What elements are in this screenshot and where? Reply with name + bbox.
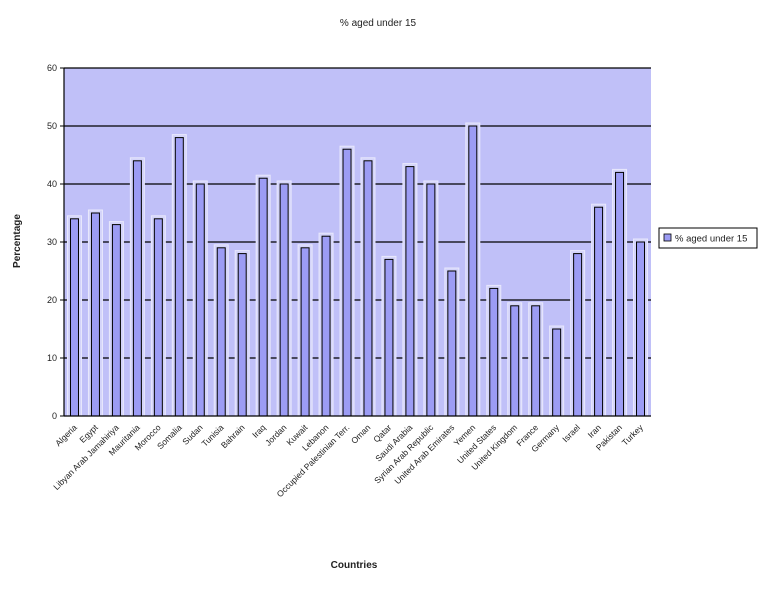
bar	[216, 247, 226, 417]
bar	[69, 218, 79, 417]
y-tick-label: 60	[47, 63, 57, 73]
legend: % aged under 15	[658, 227, 758, 249]
bar	[132, 160, 142, 417]
bar	[363, 160, 373, 417]
legend-box	[658, 227, 758, 249]
bar	[258, 177, 268, 417]
bar	[237, 253, 247, 417]
bar	[468, 125, 478, 417]
legend-swatch	[663, 233, 672, 242]
x-category-label: Bahrain	[219, 422, 247, 450]
bar	[594, 206, 604, 417]
x-category-label: Israel	[560, 422, 582, 444]
x-category-label: Algeria	[53, 422, 79, 448]
bar	[615, 171, 625, 417]
y-tick-label: 0	[52, 411, 57, 421]
x-category-label: Jordan	[263, 422, 289, 448]
bar	[300, 247, 310, 417]
bar	[510, 305, 520, 417]
bar	[384, 258, 394, 417]
y-tick-label: 20	[47, 295, 57, 305]
x-category-label: Turkey	[620, 422, 646, 448]
bar	[552, 328, 562, 417]
x-category-label: Iran	[586, 422, 604, 440]
y-axis-title: Percentage	[12, 214, 23, 268]
bar	[405, 166, 415, 417]
y-tick-label: 40	[47, 179, 57, 189]
bar	[90, 212, 100, 417]
x-axis-title: Countries	[331, 560, 378, 571]
bar	[342, 148, 352, 417]
bar	[279, 183, 289, 417]
y-axis-ticks: 0 10 20 30 40 50 60	[47, 63, 64, 421]
chart-title: % aged under 15	[340, 18, 417, 29]
bar	[447, 270, 457, 417]
bar	[321, 235, 331, 417]
bar	[531, 305, 541, 417]
bar	[426, 183, 436, 417]
y-tick-label: 10	[47, 353, 57, 363]
legend-entry: % aged under 15	[675, 234, 747, 245]
bar	[636, 241, 646, 417]
bar	[489, 287, 499, 417]
x-category-label: Iraq	[250, 422, 268, 440]
bar	[573, 253, 583, 417]
bars	[66, 122, 649, 417]
bar	[195, 183, 205, 417]
y-tick-label: 50	[47, 121, 57, 131]
bar	[174, 137, 184, 417]
bar	[153, 218, 163, 417]
bar	[111, 224, 121, 417]
x-category-label: Oman	[349, 422, 373, 446]
y-tick-label: 30	[47, 237, 57, 247]
